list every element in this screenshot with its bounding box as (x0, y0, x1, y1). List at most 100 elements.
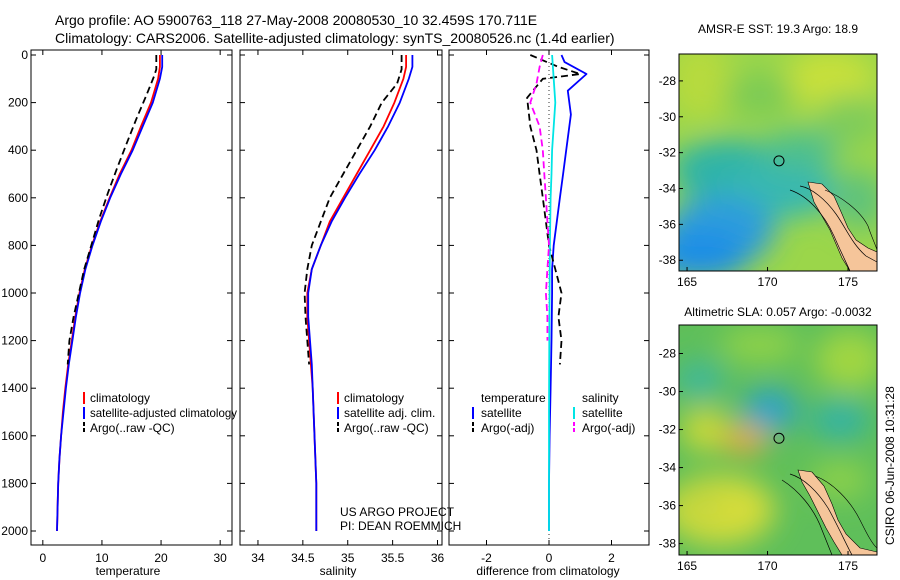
sla-map-axes: 165 170 175 -28 -30 -32 -34 -36 -38 (659, 347, 859, 573)
y-tick-label: 1800 (1, 476, 28, 490)
map-y-tick-label: -30 (659, 110, 677, 124)
y-tick-label: 600 (8, 191, 28, 205)
sst-map-frame (678, 53, 878, 272)
map-y-tick-label: -36 (659, 499, 677, 513)
map-x-tick-label: 175 (838, 275, 858, 289)
sla-profile-marker (773, 432, 785, 444)
y-tick-label: 200 (8, 96, 28, 110)
legend-temp-argo: Argo(-adj) (481, 421, 534, 435)
sla-field-blobs (679, 327, 877, 545)
sst-profile-marker (773, 155, 785, 167)
x-tick-label: 20 (154, 551, 168, 565)
sst-land (807, 181, 877, 271)
series-line-temperature-argo (526, 54, 582, 365)
header-line-1: Argo profile: AO 5900763_118 27-May-2008… (55, 12, 537, 28)
salinity-axes: 34 34.5 35 35.5 36 (240, 50, 445, 565)
sla-map-title: Altimetric SLA: 0.057 Argo: -0.0032 (684, 305, 872, 319)
sst-map-axes: 165 170 175 -28 -30 -32 -34 -36 -38 (659, 74, 859, 289)
legend-satellite: satellite adj. clim. (344, 406, 435, 420)
map-y-tick-label: -38 (659, 537, 677, 551)
series-line-climatology (306, 55, 408, 531)
sst-map-field (679, 54, 877, 271)
temperature-axes: 0 10 20 30 0 200 400 600 800 1000 1200 1400 1600 1800… (1, 48, 232, 565)
x-tick-label: 34.5 (291, 551, 315, 565)
map-y-tick-label: -34 (659, 461, 677, 475)
x-tick-label: 0 (546, 551, 553, 565)
y-tick-label: 1200 (1, 334, 28, 348)
map-x-tick-label: 175 (838, 559, 858, 573)
legend-temp-satellite: satellite (481, 406, 522, 420)
sla-land (797, 469, 877, 555)
map-x-tick-label: 170 (758, 559, 778, 573)
x-tick-label: 0 (39, 551, 46, 565)
y-tick-label: 1400 (1, 381, 28, 395)
difference-legend: temperature salinity satellite Argo(-adj… (472, 391, 635, 435)
series-line-temperature-satellite (548, 54, 588, 531)
x-tick-label: 35.5 (381, 551, 405, 565)
legend-argo: Argo(..raw -QC) (344, 421, 429, 435)
legend-climatology: climatology (344, 391, 404, 405)
csiro-credit: CSIRO 06-Jun-2008 10:31:28 (883, 386, 897, 545)
y-tick-label: 400 (8, 143, 28, 157)
difference-series (526, 54, 588, 531)
series-line-satellite (307, 55, 414, 531)
sla-contour (789, 473, 853, 555)
temperature-legend: climatology satellite-adjusted climatolo… (83, 391, 237, 435)
salinity-panel (239, 49, 443, 546)
salinity-xlabel: salinity (320, 564, 357, 578)
sla-contour (814, 475, 877, 549)
map-x-tick-label: 170 (758, 275, 778, 289)
map-y-tick-label: -36 (659, 217, 677, 231)
map-y-tick-label: -34 (659, 182, 677, 196)
legend-sal-argo: Argo(-adj) (582, 421, 635, 435)
y-tick-label: 2000 (1, 524, 28, 538)
y-tick-label: 800 (8, 238, 28, 252)
y-tick-label: 1000 (1, 286, 28, 300)
temperature-series (56, 55, 164, 532)
sst-contour (824, 189, 877, 251)
map-y-tick-label: -28 (659, 347, 677, 361)
legend-climatology: climatology (90, 391, 150, 405)
map-y-tick-label: -28 (659, 74, 677, 88)
temperature-panel (30, 49, 233, 546)
sst-contour (789, 189, 851, 271)
series-line-argo (303, 55, 403, 365)
legend-argo: Argo(..raw -QC) (90, 421, 175, 435)
project-pi: PI: DEAN ROEMMICH (340, 519, 461, 533)
difference-xlabel: difference from climatology (476, 564, 619, 578)
series-line-satellite (56, 55, 164, 532)
series-line-climatology (56, 55, 161, 532)
header-line-2: Climatology: CARS2006. Satellite-adjuste… (55, 30, 615, 46)
legend-head-temperature: temperature (481, 391, 546, 405)
difference-axes: -2 0 2 (449, 50, 649, 565)
temperature-xlabel: temperature (96, 564, 161, 578)
sst-map-title: AMSR-E SST: 19.3 Argo: 18.9 (698, 22, 858, 36)
x-tick-label: -2 (481, 551, 492, 565)
y-tick-label: 0 (21, 48, 28, 62)
map-y-tick-label: -38 (659, 253, 677, 267)
project-name: US ARGO PROJECT (340, 505, 455, 519)
x-tick-label: 2 (608, 551, 615, 565)
map-y-tick-label: -32 (659, 423, 677, 437)
y-tick-label: 1600 (1, 429, 28, 443)
sla-contour (781, 479, 833, 555)
x-tick-label: 35 (341, 551, 355, 565)
map-x-tick-label: 165 (677, 275, 697, 289)
map-y-tick-label: -30 (659, 385, 677, 399)
x-tick-label: 10 (95, 551, 109, 565)
x-tick-label: 36 (431, 551, 445, 565)
sst-field-blobs (679, 54, 877, 271)
salinity-legend: climatology satellite adj. clim. Argo(..… (337, 391, 435, 435)
sla-map-frame (678, 324, 878, 556)
legend-sal-satellite: satellite (582, 406, 623, 420)
series-line-salinity-argo (529, 54, 550, 341)
legend-head-salinity: salinity (582, 391, 619, 405)
series-line-salinity-satellite (548, 54, 557, 531)
sst-contour (799, 185, 877, 263)
legend-satellite: satellite-adjusted climatology (90, 406, 237, 420)
series-line-argo (66, 55, 158, 365)
map-y-tick-label: -32 (659, 146, 677, 160)
x-tick-label: 30 (213, 551, 227, 565)
x-tick-label: 34 (251, 551, 265, 565)
